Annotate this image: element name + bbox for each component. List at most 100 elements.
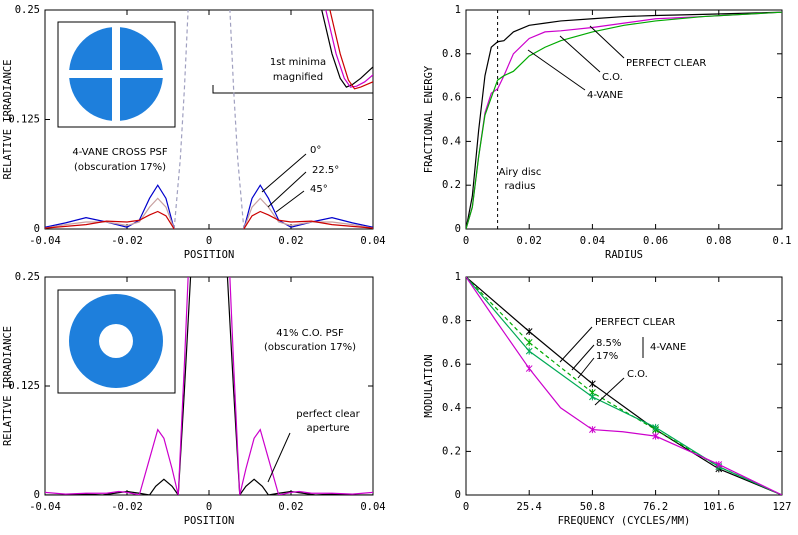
plot-area <box>45 10 373 229</box>
data-marker <box>589 393 596 401</box>
leader-line <box>527 49 586 91</box>
series-line <box>466 11 782 229</box>
annotation: 1st minima <box>270 57 326 68</box>
y-tick-label: 0.8 <box>442 48 461 60</box>
series-label: C.O. <box>602 72 623 83</box>
x-tick-label: 0 <box>463 235 469 247</box>
x-tick-label: 0.02 <box>278 235 303 247</box>
annotation: radius <box>505 181 536 192</box>
y-tick-label: 0.4 <box>442 135 461 147</box>
series-label: 45° <box>310 184 328 195</box>
data-marker <box>589 380 596 388</box>
y-tick-label: 0.25 <box>15 271 40 283</box>
leader-line <box>559 326 593 363</box>
x-tick-label: -0.02 <box>111 235 143 247</box>
annotation: (obscuration 17%) <box>74 162 166 173</box>
series-label: 4-VANE <box>587 90 623 101</box>
x-tick-label: -0.04 <box>29 501 61 513</box>
series-line <box>329 10 373 90</box>
y-axis-label: RELATIVE IRRADIANCE <box>2 326 14 446</box>
annotation: Airy disc <box>499 167 542 178</box>
annotation: (obscuration 17%) <box>264 342 356 353</box>
y-tick-label: 0.6 <box>442 92 461 104</box>
series-label: 22.5° <box>312 165 339 176</box>
x-tick-label: 76.2 <box>643 501 668 513</box>
y-axis-label: RELATIVE IRRADIANCE <box>2 59 14 179</box>
annotation: 4-VANE CROSS PSF <box>72 147 167 158</box>
series-line <box>466 11 782 229</box>
x-tick-label: 0.06 <box>643 235 668 247</box>
x-tick-label: 0.02 <box>278 501 303 513</box>
x-tick-label: -0.02 <box>111 501 143 513</box>
leader-line <box>267 432 291 483</box>
series-line <box>466 11 782 229</box>
leader-line <box>275 190 305 213</box>
annotation: 4-VANE <box>650 342 686 353</box>
x-tick-label: 0.04 <box>580 235 605 247</box>
annotation: magnified <box>273 72 323 83</box>
series-line <box>173 10 245 229</box>
y-tick-label: 0 <box>455 223 461 235</box>
annotation: perfect clear <box>296 409 360 420</box>
x-tick-label: 0 <box>463 501 469 513</box>
cross-aperture-icon <box>57 21 176 128</box>
y-axis-label: MODULATION <box>423 354 435 417</box>
series-line <box>325 10 373 88</box>
x-tick-label: 0.1 <box>773 235 792 247</box>
y-tick-label: 0.6 <box>442 358 461 370</box>
x-tick-label: 25.4 <box>517 501 542 513</box>
y-tick-label: 0.125 <box>8 380 40 392</box>
leader-line <box>589 25 625 59</box>
y-tick-label: 1 <box>455 4 461 16</box>
series-line <box>466 277 782 495</box>
annular-aperture-icon <box>57 289 176 394</box>
y-tick-label: 0 <box>34 223 40 235</box>
y-tick-label: 0.2 <box>442 179 461 191</box>
series-label: 17% <box>596 351 618 362</box>
series-label: 8.5% <box>596 338 621 349</box>
magnified-inset-frame <box>212 85 373 94</box>
x-tick-label: 0 <box>206 235 212 247</box>
leader-line <box>261 153 307 193</box>
data-marker <box>652 423 659 431</box>
data-marker <box>525 365 533 373</box>
plot-area <box>466 10 782 229</box>
leader-line <box>267 171 307 208</box>
data-marker <box>525 347 533 355</box>
series-label: PERFECT CLEAR <box>595 317 675 328</box>
x-tick-label: 0.04 <box>360 501 385 513</box>
leader-line <box>594 377 625 406</box>
y-tick-label: 0.8 <box>442 315 461 327</box>
y-tick-label: 0.4 <box>442 402 461 414</box>
y-tick-label: 0 <box>34 489 40 501</box>
y-tick-label: 0.25 <box>15 4 40 16</box>
x-axis-label: FREQUENCY (CYCLES/MM) <box>558 515 691 527</box>
x-axis-label: RADIUS <box>605 249 643 261</box>
x-tick-label: 0.04 <box>360 235 385 247</box>
y-tick-label: 0 <box>455 489 461 501</box>
leader-line <box>559 35 601 73</box>
series-line <box>45 197 373 229</box>
series-label: C.O. <box>627 369 648 380</box>
x-tick-label: 0.08 <box>706 235 731 247</box>
plot-frame <box>465 9 783 230</box>
annotation: aperture <box>306 423 349 434</box>
x-axis-label: POSITION <box>184 249 235 261</box>
annotation: 41% C.O. PSF <box>276 328 344 339</box>
x-axis-label: POSITION <box>184 515 235 527</box>
plot-area <box>466 277 782 495</box>
plot-area <box>45 277 373 495</box>
series-line <box>45 277 373 495</box>
x-tick-label: 0 <box>206 501 212 513</box>
data-marker <box>652 432 659 440</box>
x-tick-label: -0.04 <box>29 235 61 247</box>
data-marker <box>525 328 533 335</box>
x-tick-label: 0.02 <box>517 235 542 247</box>
leader-line <box>577 357 595 379</box>
y-tick-label: 0.125 <box>8 114 40 126</box>
leader-line <box>571 344 595 371</box>
plot-frame <box>465 276 783 496</box>
series-line <box>45 210 373 229</box>
y-axis-label: FRACTIONAL ENERGY <box>423 65 435 173</box>
